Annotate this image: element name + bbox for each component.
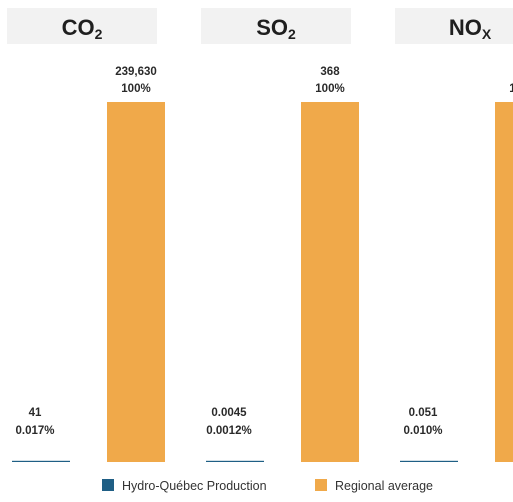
panel-so2: SO2 368 100% 0.0045 0.0012% xyxy=(201,8,359,462)
bar-hydro-quebec xyxy=(400,460,458,462)
panel-co2: CO2 239,630 100% 41 0.017% xyxy=(7,8,165,462)
panel-title-main: NO xyxy=(449,15,482,40)
panel-header-bg xyxy=(395,8,513,44)
hydro-value-label: 41 xyxy=(29,407,42,419)
panel-title: CO2 xyxy=(62,15,103,42)
legend-swatch xyxy=(315,479,327,491)
panel-title-subscript: 2 xyxy=(288,26,296,42)
panel-header-bg xyxy=(7,8,157,44)
regional-value-label: 239,630 xyxy=(115,66,157,78)
panel-title-main: SO xyxy=(256,15,288,40)
regional-pct-label: 100% xyxy=(509,83,513,95)
legend-swatch xyxy=(102,479,114,491)
legend-entry: Regional average xyxy=(315,479,433,493)
legend-label: Hydro-Québec Production xyxy=(122,479,267,493)
legend: Hydro-Québec Production Regional average xyxy=(102,479,433,493)
panel-title-subscript: X xyxy=(482,26,492,42)
bar-hydro-quebec xyxy=(12,460,70,462)
bar-regional-average xyxy=(107,102,165,462)
regional-pct-label: 100% xyxy=(121,83,150,95)
panel-title-main: CO xyxy=(62,15,95,40)
hydro-value-label: 0.0045 xyxy=(211,407,247,419)
hydro-value-label: 0.051 xyxy=(409,407,438,419)
regional-pct-label: 100% xyxy=(315,83,344,95)
regional-value-label: 368 xyxy=(320,66,340,78)
panel-header-bg xyxy=(201,8,351,44)
panel-title: NOX xyxy=(449,15,492,42)
chart-panels: CO2239,630100%410.017%SO2368100%0.00450.… xyxy=(7,8,513,462)
legend-label: Regional average xyxy=(335,479,433,493)
hydro-pct-label: 0.017% xyxy=(15,425,54,437)
hydro-pct-label: 0.010% xyxy=(403,425,442,437)
panel-title: SO2 xyxy=(256,15,296,42)
legend-entry: Hydro-Québec Production xyxy=(102,479,267,493)
bar-regional-average xyxy=(301,102,359,462)
bar-regional-average xyxy=(495,102,513,462)
bar-hydro-quebec xyxy=(206,460,264,462)
hydro-pct-label: 0.0012% xyxy=(206,425,251,437)
panel-title-subscript: 2 xyxy=(95,26,103,42)
